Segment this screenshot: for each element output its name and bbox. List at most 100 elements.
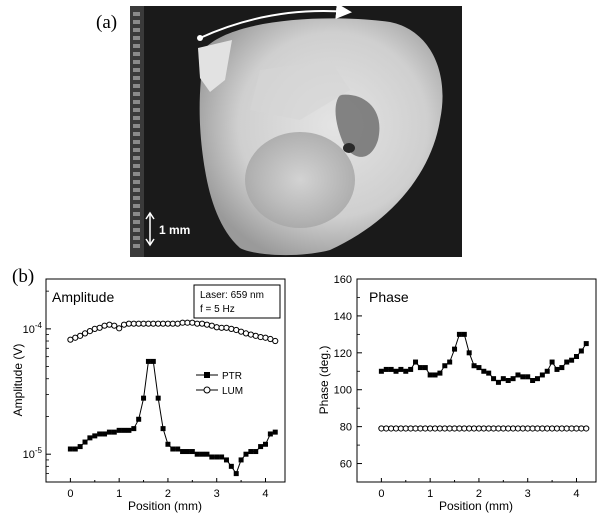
data-point-square bbox=[510, 376, 516, 382]
data-point-square bbox=[219, 454, 225, 460]
x-tick-label: 2 bbox=[476, 488, 482, 500]
amplitude-ticks: 0 1 2 3 4 10-5 10-4 bbox=[23, 290, 269, 500]
y-tick-label: 160 bbox=[334, 274, 352, 286]
data-point-square bbox=[184, 449, 190, 455]
data-point-circle bbox=[223, 324, 230, 331]
data-point-square bbox=[554, 366, 560, 372]
data-point-square bbox=[408, 366, 414, 372]
ruler-tick bbox=[133, 188, 140, 192]
amplitude-title: Amplitude bbox=[52, 289, 114, 305]
data-point-square bbox=[111, 429, 117, 435]
data-point-circle bbox=[86, 327, 93, 335]
data-point-circle bbox=[120, 321, 128, 328]
data-point-square bbox=[165, 441, 171, 447]
data-point-circle bbox=[174, 320, 181, 327]
ruler-strip bbox=[130, 6, 144, 257]
data-point-square bbox=[272, 429, 278, 435]
ruler-tick bbox=[133, 60, 140, 64]
data-point-square bbox=[471, 363, 477, 369]
data-point-square bbox=[82, 439, 88, 445]
ruler-ticks bbox=[133, 12, 140, 248]
ruler-tick bbox=[133, 156, 140, 160]
data-point-square bbox=[248, 449, 254, 455]
x-tick-label: 3 bbox=[214, 488, 220, 500]
y-tick-label: 140 bbox=[334, 311, 352, 323]
laser-wavelength-text: Laser: 659 nm bbox=[200, 290, 264, 301]
data-point-circle bbox=[198, 320, 206, 327]
phase-series bbox=[378, 331, 590, 432]
data-point-square bbox=[539, 372, 545, 378]
data-point-square bbox=[136, 416, 142, 422]
data-point-square bbox=[505, 378, 511, 383]
data-point-square bbox=[442, 363, 448, 369]
data-point-square bbox=[437, 370, 443, 376]
data-point-square bbox=[515, 372, 521, 378]
phase-x-axis-label: Position (mm) bbox=[439, 499, 513, 513]
ruler-tick bbox=[133, 36, 140, 40]
data-point-square bbox=[578, 348, 584, 354]
data-point-circle bbox=[583, 425, 590, 432]
y-tick-label: 100 bbox=[334, 385, 352, 397]
ruler-tick bbox=[133, 196, 140, 200]
x-tick-label: 0 bbox=[378, 488, 384, 500]
data-point-square bbox=[189, 449, 195, 455]
data-point-square bbox=[544, 368, 550, 374]
data-point-square bbox=[403, 368, 409, 374]
y-tick-label: 120 bbox=[334, 348, 352, 360]
ruler-tick bbox=[133, 52, 140, 56]
ruler-tick bbox=[133, 180, 140, 184]
data-point-square bbox=[525, 374, 531, 380]
panel-b-label: (b) bbox=[12, 266, 34, 287]
data-point-square bbox=[495, 379, 501, 385]
amplitude-series bbox=[67, 319, 279, 477]
x-tick-label: 3 bbox=[525, 488, 531, 500]
data-point-circle bbox=[77, 332, 84, 339]
data-point-square bbox=[253, 449, 259, 455]
data-point-square bbox=[447, 359, 453, 365]
ruler-tick bbox=[133, 220, 140, 224]
cavity-region bbox=[335, 94, 380, 157]
data-point-square bbox=[267, 431, 273, 437]
ruler-tick bbox=[133, 132, 140, 136]
data-point-square bbox=[116, 427, 122, 433]
data-point-square bbox=[559, 365, 565, 371]
scale-bar-top-arrow bbox=[145, 211, 155, 220]
data-point-square bbox=[72, 446, 78, 452]
x-tick-label: 0 bbox=[67, 488, 73, 500]
enamel-facet bbox=[250, 60, 350, 120]
data-point-circle bbox=[106, 321, 113, 328]
data-point-circle bbox=[228, 325, 235, 332]
data-point-square bbox=[500, 376, 506, 382]
panel-a-label: (a) bbox=[96, 12, 117, 33]
ruler-tick bbox=[133, 172, 140, 176]
data-point-circle bbox=[203, 321, 211, 328]
ruler-tick bbox=[133, 84, 140, 88]
data-point-square bbox=[388, 366, 394, 372]
data-point-square bbox=[486, 370, 492, 376]
data-point-square bbox=[141, 395, 147, 401]
data-point-square bbox=[131, 426, 137, 432]
data-point-circle bbox=[81, 330, 89, 337]
data-point-square bbox=[199, 451, 205, 457]
modulation-frequency-text: f = 5 Hz bbox=[200, 304, 235, 315]
y-tick-label: 60 bbox=[340, 459, 352, 471]
legend-lum-label: LUM bbox=[222, 386, 243, 397]
x-tick-label: 4 bbox=[262, 488, 268, 500]
data-point-square bbox=[583, 341, 589, 347]
data-point-circle bbox=[213, 324, 220, 331]
data-point-square bbox=[534, 376, 540, 382]
ruler-tick bbox=[133, 100, 140, 104]
data-point-square bbox=[238, 457, 244, 463]
ruler-tick bbox=[133, 68, 140, 72]
data-point-circle bbox=[91, 325, 98, 332]
phase-plot-frame bbox=[356, 278, 597, 483]
data-point-circle bbox=[257, 333, 264, 341]
lesion-spot bbox=[343, 143, 355, 153]
amplitude-legend: PTR LUM bbox=[196, 371, 243, 397]
ruler-tick bbox=[133, 212, 140, 216]
x-tick-label: 2 bbox=[165, 488, 171, 500]
data-point-square bbox=[491, 376, 497, 382]
data-point-square bbox=[145, 358, 151, 364]
ruler-tick bbox=[133, 44, 140, 48]
data-point-square bbox=[160, 426, 166, 432]
